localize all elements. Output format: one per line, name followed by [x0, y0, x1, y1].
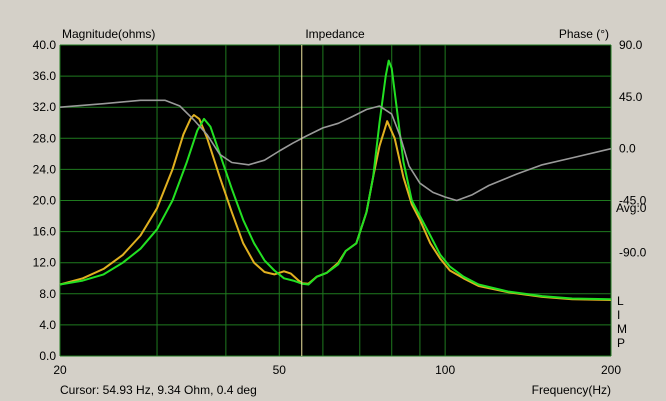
legend-letter-p[interactable]: P	[617, 336, 625, 350]
y-left-tick-label: 28.0	[33, 131, 57, 145]
legend-letter-i[interactable]: I	[617, 308, 620, 322]
y-right-axis-label: Phase (°)	[559, 27, 609, 41]
y-left-tick-label: 16.0	[33, 225, 57, 239]
y-left-tick-label: 40.0	[33, 38, 57, 52]
x-tick-label: 50	[273, 363, 287, 377]
legend-letter-l[interactable]: L	[617, 294, 624, 308]
y-right-tick-labels: 90.0 45.0 0.0 -45.0 -90.0	[619, 38, 647, 259]
y-right-tick-label: 90.0	[619, 38, 643, 52]
series-lines	[59, 59, 612, 301]
x-tick-label: 20	[53, 363, 67, 377]
series-line-3	[59, 99, 612, 202]
series-line-2	[59, 59, 612, 301]
y-left-tick-label: 4.0	[39, 318, 56, 332]
y-left-tick-label: 20.0	[33, 194, 57, 208]
grid-lines	[59, 44, 612, 357]
y-left-tick-label: 24.0	[33, 162, 57, 176]
cursor-readout: Cursor: 54.93 Hz, 9.34 Ohm, 0.4 deg	[60, 383, 257, 397]
y-right-tick-label: 45.0	[619, 90, 643, 104]
y-left-tick-labels: 0.0 4.0 8.0 12.0 16.0 20.0 24.0 28.0 32.0 36.0 40.…	[33, 38, 57, 363]
chart-title: Impedance	[305, 27, 365, 41]
y-right-tick-label: -90.0	[619, 245, 647, 259]
y-right-tick-label: 0.0	[619, 142, 636, 156]
legend-letter-m[interactable]: M	[617, 322, 627, 336]
avg-label: Avg:0	[616, 201, 647, 215]
y-left-tick-label: 36.0	[33, 69, 57, 83]
y-right-tick-label: -45.0	[619, 194, 647, 208]
x-tick-label: 100	[435, 363, 455, 377]
x-tick-labels: 20 50 100 200	[53, 363, 621, 377]
y-left-tick-label: 0.0	[39, 349, 56, 363]
y-left-tick-label: 8.0	[39, 287, 56, 301]
x-tick-label: 200	[601, 363, 621, 377]
y-left-tick-label: 32.0	[33, 100, 57, 114]
y-left-tick-label: 12.0	[33, 256, 57, 270]
y-left-axis-label: Magnitude(ohms)	[62, 27, 155, 41]
x-axis-label: Frequency(Hz)	[532, 383, 611, 397]
